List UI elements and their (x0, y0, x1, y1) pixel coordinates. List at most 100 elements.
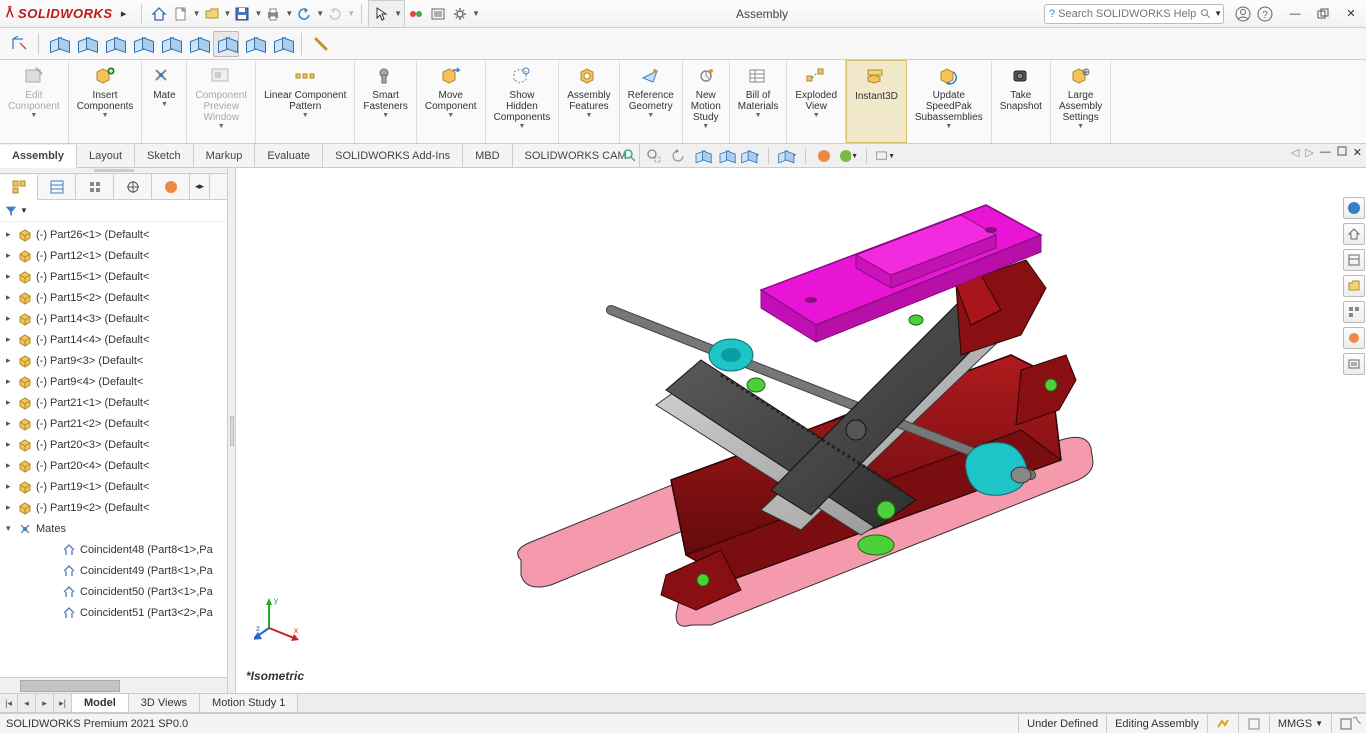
feature-tree-tab-icon[interactable] (0, 175, 38, 200)
tree-item[interactable]: ▸(-) Part20<3> (Default< (0, 434, 227, 455)
status-units[interactable]: MMGS ▼ (1269, 714, 1331, 733)
tab-mbd[interactable]: MBD (463, 144, 512, 167)
view-normal-icon[interactable] (6, 31, 32, 57)
child-next-icon[interactable]: ▷ (1305, 146, 1313, 159)
expand-menu-icon[interactable]: ▸ (113, 3, 135, 25)
tabs-overflow-icon[interactable]: ◂▸ (190, 174, 210, 199)
restore-icon[interactable] (1314, 5, 1332, 23)
bottom-view-icon[interactable] (185, 31, 211, 57)
child-prev-icon[interactable]: ◁ (1291, 146, 1299, 159)
ribbon-instant3d[interactable]: Instant3D (846, 60, 907, 143)
ribbon-move[interactable]: MoveComponent▼ (417, 60, 486, 143)
hide-show-icon[interactable]: ▼ (777, 146, 797, 166)
tree-item[interactable]: ▸(-) Part19<2> (Default< (0, 497, 227, 518)
section-view-icon[interactable] (692, 146, 712, 166)
view-orient-icon[interactable] (716, 146, 736, 166)
tab-evaluate[interactable]: Evaluate (255, 144, 323, 167)
tree-item[interactable]: ▸(-) Part9<3> (Default< (0, 350, 227, 371)
tp-design-library-icon[interactable] (1343, 249, 1365, 271)
select-icon[interactable] (371, 3, 393, 25)
config-manager-tab-icon[interactable] (76, 174, 114, 199)
child-close-icon[interactable]: ✕ (1353, 146, 1362, 159)
tp-view-palette-icon[interactable] (1343, 301, 1365, 323)
child-minimize-icon[interactable]: — (1320, 146, 1331, 159)
save-icon[interactable] (231, 3, 253, 25)
new-icon[interactable] (170, 3, 192, 25)
tp-appearances-icon[interactable] (1343, 327, 1365, 349)
tab-solidworks-add-ins[interactable]: SOLIDWORKS Add-Ins (323, 144, 463, 167)
panel-splitter[interactable] (228, 168, 236, 693)
tree-item[interactable]: Coincident50 (Part3<1>,Pa (0, 581, 227, 602)
bottom-tab-motion-study-1[interactable]: Motion Study 1 (200, 694, 298, 712)
ribbon-take[interactable]: TakeSnapshot (992, 60, 1051, 143)
ribbon-update[interactable]: UpdateSpeedPakSubassemblies▼ (907, 60, 992, 143)
right-view-icon[interactable] (129, 31, 155, 57)
minimize-icon[interactable]: — (1286, 5, 1304, 23)
orientation-triad[interactable]: y x z (254, 593, 304, 643)
ribbon-bill-of[interactable]: Bill ofMaterials▼ (730, 60, 788, 143)
tp-file-explorer-icon[interactable] (1343, 275, 1365, 297)
tree-item[interactable]: ▾Mates (0, 518, 227, 539)
search-box[interactable]: ? ▼ (1044, 4, 1224, 24)
tab-sketch[interactable]: Sketch (135, 144, 194, 167)
top-view-icon[interactable] (157, 31, 183, 57)
front-view-icon[interactable] (45, 31, 71, 57)
bt-next-icon[interactable]: ▸ (36, 694, 54, 712)
tree-item[interactable]: ▸(-) Part14<3> (Default< (0, 308, 227, 329)
tp-custom-props-icon[interactable] (1343, 353, 1365, 375)
settings-gear-icon[interactable] (449, 3, 471, 25)
help-icon[interactable]: ? (1254, 3, 1276, 25)
tree-item[interactable]: ▸(-) Part21<2> (Default< (0, 413, 227, 434)
zoom-area-icon[interactable] (644, 146, 664, 166)
tree-item[interactable]: ▸(-) Part15<2> (Default< (0, 287, 227, 308)
tp-resources-icon[interactable] (1343, 197, 1365, 219)
back-view-icon[interactable] (73, 31, 99, 57)
bt-first-icon[interactable]: |◂ (0, 694, 18, 712)
prev-view-icon[interactable] (668, 146, 688, 166)
tree-item[interactable]: ▸(-) Part9<4> (Default< (0, 371, 227, 392)
undo-icon[interactable] (293, 3, 315, 25)
isometric-view-icon[interactable] (213, 31, 239, 57)
tree-item[interactable]: ▸(-) Part21<1> (Default< (0, 392, 227, 413)
ribbon-large[interactable]: LargeAssemblySettings▼ (1051, 60, 1111, 143)
ribbon-smart[interactable]: SmartFasteners▼ (355, 60, 416, 143)
tree-item[interactable]: ▸(-) Part26<1> (Default< (0, 224, 227, 245)
ribbon-reference[interactable]: ReferenceGeometry▼ (620, 60, 683, 143)
tree-item[interactable]: Coincident49 (Part8<1>,Pa (0, 560, 227, 581)
edit-appearance-icon[interactable] (814, 146, 834, 166)
feature-tree[interactable]: ▸(-) Part26<1> (Default<▸(-) Part12<1> (… (0, 222, 227, 677)
graphics-viewport[interactable]: y x z *Isometric (236, 168, 1366, 693)
child-maximize-icon[interactable] (1337, 146, 1347, 159)
tree-hscroll[interactable] (0, 677, 227, 693)
tree-item[interactable]: ▸(-) Part20<4> (Default< (0, 455, 227, 476)
tab-markup[interactable]: Markup (194, 144, 256, 167)
search-icon[interactable] (1200, 8, 1212, 20)
home-icon[interactable] (148, 3, 170, 25)
view-settings-icon[interactable]: ▼ (875, 146, 895, 166)
status-rebuild-icon[interactable] (1207, 714, 1238, 733)
tree-item[interactable]: ▸(-) Part14<4> (Default< (0, 329, 227, 350)
tp-home-icon[interactable] (1343, 223, 1365, 245)
tree-item[interactable]: Coincident51 (Part3<2>,Pa (0, 602, 227, 623)
tree-item[interactable]: ▸(-) Part15<1> (Default< (0, 266, 227, 287)
tree-item[interactable]: ▸(-) Part19<1> (Default< (0, 476, 227, 497)
ribbon-insert[interactable]: InsertComponents▼ (69, 60, 143, 143)
close-icon[interactable]: ✕ (1342, 5, 1360, 23)
bt-prev-icon[interactable]: ◂ (18, 694, 36, 712)
link-views-icon[interactable] (308, 31, 334, 57)
tree-item[interactable]: ▸(-) Part12<1> (Default< (0, 245, 227, 266)
ribbon-new[interactable]: NewMotionStudy▼ (683, 60, 730, 143)
ribbon-show[interactable]: ShowHiddenComponents▼ (486, 60, 560, 143)
status-custom-icon[interactable] (1238, 714, 1269, 733)
dimxpert-tab-icon[interactable] (114, 174, 152, 199)
print-icon[interactable] (262, 3, 284, 25)
trimetric-view-icon[interactable] (241, 31, 267, 57)
user-account-icon[interactable] (1232, 3, 1254, 25)
bottom-tab-3d-views[interactable]: 3D Views (129, 694, 200, 712)
options-list-icon[interactable] (427, 3, 449, 25)
open-icon[interactable] (201, 3, 223, 25)
tab-layout[interactable]: Layout (77, 144, 135, 167)
bottom-tab-model[interactable]: Model (72, 694, 129, 712)
property-manager-tab-icon[interactable] (38, 174, 76, 199)
ribbon-assembly[interactable]: AssemblyFeatures▼ (559, 60, 619, 143)
